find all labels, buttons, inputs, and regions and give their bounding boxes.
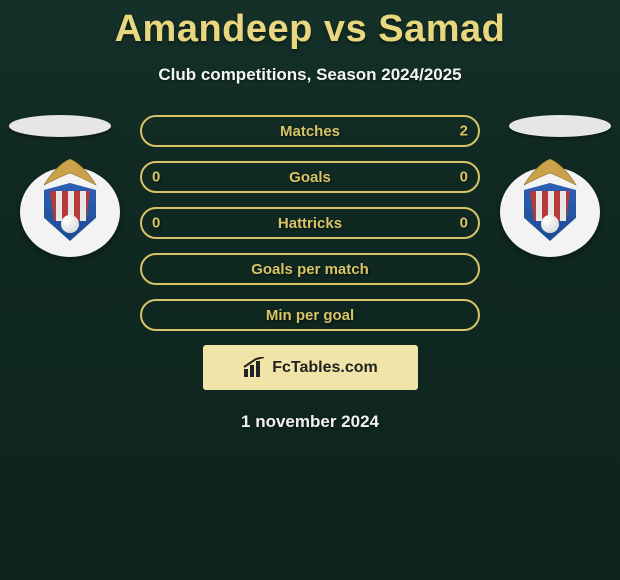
player-left-shadow: [9, 115, 111, 137]
stat-left-value: 0: [152, 169, 160, 186]
stat-row-hattricks: 0 Hattricks 0: [140, 207, 480, 239]
club-badge-right: [500, 167, 600, 257]
stat-right-value: 0: [460, 215, 468, 232]
stat-label: Min per goal: [266, 307, 354, 324]
stat-rows: Matches 2 0 Goals 0 0 Hattricks 0 Goals …: [140, 115, 480, 331]
stat-row-min-per-goal: Min per goal: [140, 299, 480, 331]
chart-icon: [242, 357, 266, 379]
comparison-panel: Matches 2 0 Goals 0 0 Hattricks 0 Goals …: [0, 115, 620, 432]
page-subtitle: Club competitions, Season 2024/2025: [0, 65, 620, 85]
stat-right-value: 0: [460, 169, 468, 186]
badge-circle: [500, 167, 600, 257]
shield-icon: [524, 183, 576, 241]
date-label: 1 november 2024: [0, 412, 620, 432]
stat-row-goals-per-match: Goals per match: [140, 253, 480, 285]
badge-circle: [20, 167, 120, 257]
brand-label: FcTables.com: [272, 359, 378, 377]
stat-left-value: 0: [152, 215, 160, 232]
stat-label: Hattricks: [278, 215, 342, 232]
page-title: Amandeep vs Samad: [0, 0, 620, 51]
stat-label: Goals: [289, 169, 331, 186]
stat-row-goals: 0 Goals 0: [140, 161, 480, 193]
club-badge-left: [20, 167, 120, 257]
player-right-shadow: [509, 115, 611, 137]
stat-label: Matches: [280, 123, 340, 140]
stat-right-value: 2: [460, 123, 468, 140]
stat-row-matches: Matches 2: [140, 115, 480, 147]
brand-box[interactable]: FcTables.com: [203, 345, 418, 390]
stat-label: Goals per match: [251, 261, 369, 278]
shield-icon: [44, 183, 96, 241]
